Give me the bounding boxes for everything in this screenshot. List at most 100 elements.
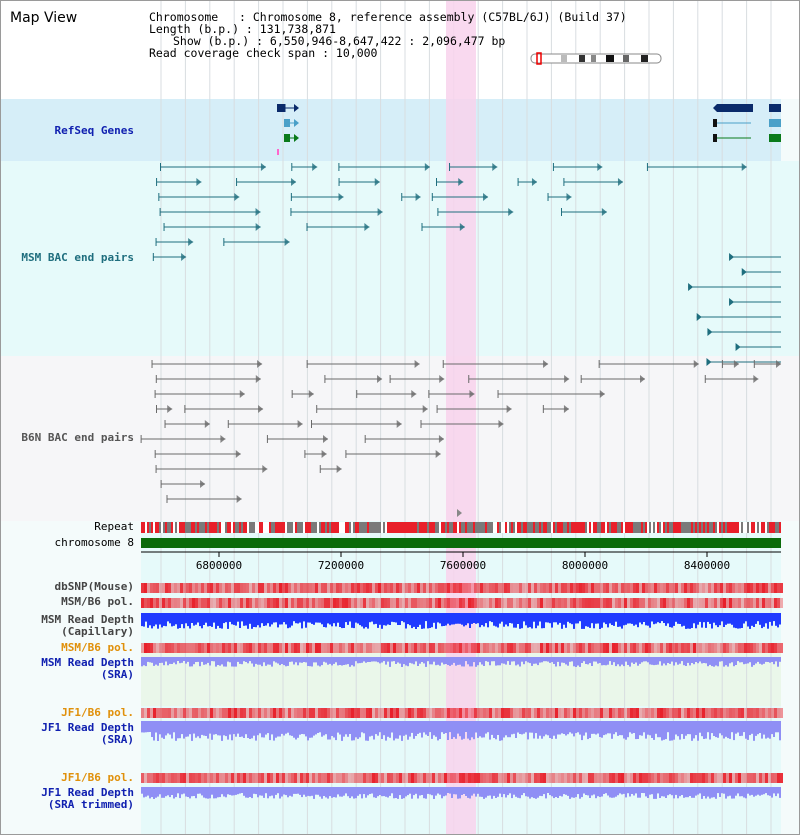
repeat-segment: [197, 522, 199, 533]
track-label-jf1-depth-trim[interactable]: JF1 Read Depth (SRA trimmed): [41, 787, 134, 811]
msm-sra-depth-bar: [585, 657, 587, 664]
msm-pol2-cell: [453, 643, 456, 653]
msm-sra-depth-bar: [721, 657, 723, 662]
jf1-trim-depth-bar: [321, 787, 323, 799]
jf1-trim-depth-bar: [299, 787, 301, 795]
repeat-segment: [647, 522, 649, 533]
track-label-msm-depth-cap[interactable]: MSM Read Depth (Capillary): [41, 614, 134, 638]
track-label-msm-bac[interactable]: MSM BAC end pairs: [21, 251, 134, 264]
gene-arrow: [713, 104, 717, 112]
track-label-jf1-depth-sra[interactable]: JF1 Read Depth (SRA): [41, 722, 134, 746]
msm-pol-cell: [213, 598, 216, 608]
repeat-segment: [483, 522, 485, 533]
msm-cap-depth-bar: [383, 613, 385, 626]
jf1-pol2-cell: [399, 773, 402, 783]
jf1-trim-depth-bar: [195, 787, 197, 799]
msm-pol2-cell: [708, 643, 711, 653]
msm-sra-depth-bar: [447, 657, 449, 665]
jf1-pol-cell: [279, 708, 282, 718]
repeat-segment: [553, 522, 555, 533]
jf1-pol2-cell: [555, 773, 558, 783]
repeat-segment: [323, 522, 325, 533]
msm-pol2-cell: [735, 643, 738, 653]
msm-cap-depth-bar: [401, 613, 403, 622]
repeat-segment: [543, 522, 545, 533]
dbsnp-cell: [504, 583, 507, 593]
msm-pol2-cell: [243, 643, 246, 653]
jf1-sra-depth-bar: [677, 721, 679, 737]
repeat-segment: [299, 522, 301, 533]
jf1-pol2-cell: [264, 773, 267, 783]
repeat-segment: [607, 522, 609, 533]
jf1-pol-cell: [363, 708, 366, 718]
track-label-repeat[interactable]: Repeat: [94, 520, 134, 533]
msm-cap-depth-bar: [603, 613, 605, 623]
jf1-trim-depth-bar: [705, 787, 707, 799]
track-label-msm-b6-pol-2[interactable]: MSM/B6 pol.: [61, 641, 134, 654]
msm-sra-depth-bar: [533, 657, 535, 664]
repeat-segment: [345, 522, 347, 533]
msm-pol-cell: [411, 598, 414, 608]
repeat-segment: [205, 522, 207, 533]
track-label-msm-b6-pol[interactable]: MSM/B6 pol.: [61, 595, 134, 608]
jf1-pol2-cell: [186, 773, 189, 783]
repeat-segment: [637, 522, 639, 533]
msm-pol2-cell: [528, 643, 531, 653]
jf1-sra-depth-bar: [257, 721, 259, 736]
dbsnp-cell: [492, 583, 495, 593]
msm-pol2-cell: [315, 643, 318, 653]
msm-pol-cell: [279, 598, 282, 608]
msm-cap-depth-bar: [303, 613, 305, 622]
jf1-pol2-cell: [588, 773, 591, 783]
jf1-trim-depth-bar: [683, 787, 685, 798]
gene-exon: [717, 104, 753, 112]
msm-pol-cell: [159, 598, 162, 608]
region-info: Chromosome : Chromosome 8, reference ass…: [149, 11, 627, 59]
repeat-segment: [729, 522, 731, 533]
jf1-sra-depth-bar: [163, 721, 165, 739]
msm-cap-depth-bar: [569, 613, 571, 624]
jf1-trim-depth-bar: [547, 787, 549, 793]
track-label-chromosome[interactable]: chromosome 8: [54, 536, 134, 549]
jf1-pol-cell: [195, 708, 198, 718]
track-label-refseq[interactable]: RefSeq Genes: [54, 124, 134, 137]
jf1-trim-depth-bar: [487, 787, 489, 796]
msm-cap-depth-bar: [339, 613, 341, 627]
track-label-jf1-b6-pol-2[interactable]: JF1/B6 pol.: [61, 771, 134, 784]
msm-pol2-cell: [213, 643, 216, 653]
msm-cap-depth-bar: [461, 613, 463, 625]
jf1-pol-cell: [660, 708, 663, 718]
msm-sra-depth-bar: [775, 657, 777, 662]
track-label-jf1-b6-pol[interactable]: JF1/B6 pol.: [61, 706, 134, 719]
jf1-trim-depth-bar: [541, 787, 543, 797]
track-label-dbsnp[interactable]: dbSNP(Mouse): [54, 580, 134, 593]
coverage-line: Read coverage check span : 10,000: [149, 46, 378, 60]
jf1-sra-depth-bar: [395, 721, 397, 739]
jf1-trim-depth-bar: [671, 787, 673, 796]
repeat-segment: [435, 522, 437, 533]
jf1-pol2-cell: [615, 773, 618, 783]
track-label-b6n-bac[interactable]: B6N BAC end pairs: [21, 431, 134, 444]
repeat-segment: [599, 522, 601, 533]
msm-sra-depth-bar: [731, 657, 733, 663]
repeat-segment: [725, 522, 727, 533]
jf1-trim-depth-bar: [367, 787, 369, 796]
msm-pol2-cell: [765, 643, 768, 653]
msm-sra-depth-bar: [673, 657, 675, 666]
repeat-segment: [691, 522, 693, 533]
msm-sra-depth-bar: [461, 657, 463, 667]
msm-pol-cell: [291, 598, 294, 608]
track-label-msm-depth-sra[interactable]: MSM Read Depth (SRA): [41, 657, 134, 681]
msm-cap-depth-bar: [479, 613, 481, 628]
msm-pol2-cell: [255, 643, 258, 653]
jf1-sra-depth-bar: [555, 721, 557, 739]
jf1-pol2-cell: [429, 773, 432, 783]
msm-cap-depth-bar: [265, 613, 267, 626]
msm-pol-cell: [363, 598, 366, 608]
b6n-pair-arrow: [457, 509, 462, 517]
b6n-pair-arrow: [308, 390, 314, 398]
msm-pol-cell: [399, 598, 402, 608]
jf1-pol2-cell: [633, 773, 636, 783]
repeat-segment: [193, 522, 195, 533]
dbsnp-cell: [417, 583, 420, 593]
